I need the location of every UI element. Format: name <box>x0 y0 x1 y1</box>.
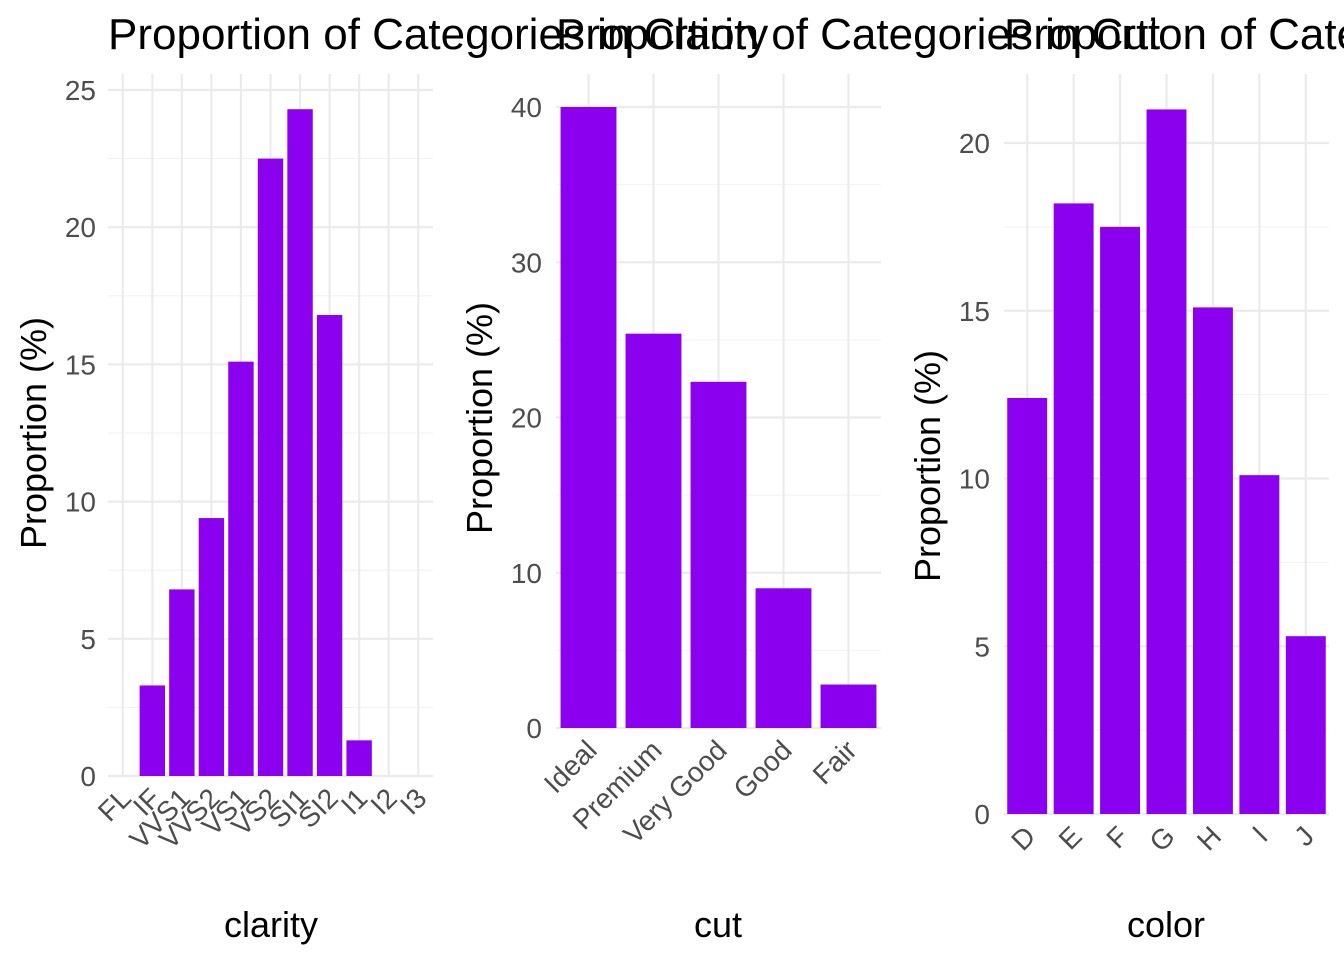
panel-0-x-axis-title: clarity <box>224 904 318 945</box>
panel-2-bars <box>1007 109 1326 814</box>
y-tick-label: 25 <box>65 75 96 106</box>
y-tick-label: 10 <box>511 558 542 589</box>
bar-premium <box>625 333 682 728</box>
panel-0-chart-title: Proportion of Categories in Clarity <box>108 10 768 59</box>
bar-vs2 <box>257 158 284 777</box>
y-tick-label: 5 <box>974 631 990 662</box>
bar-i1 <box>346 740 372 776</box>
y-tick-label: 20 <box>511 403 542 434</box>
panel-2-x-axis-title: color <box>1127 904 1205 945</box>
bar-si2 <box>316 315 343 776</box>
bar-f <box>1100 226 1141 814</box>
bar-vs1 <box>228 361 254 776</box>
y-tick-label: 5 <box>80 624 96 655</box>
bar-h <box>1192 307 1233 814</box>
bar-vvs2 <box>198 518 225 776</box>
panel-0-y-ticks: 0 5 10 15 20 25 <box>65 75 96 792</box>
panel-0-y-axis-title: Proportion (%) <box>13 317 54 549</box>
y-tick-label: 40 <box>511 92 542 123</box>
bar-fair <box>820 684 877 728</box>
bar-good <box>755 588 812 728</box>
y-tick-label: 15 <box>959 296 990 327</box>
panel-1-y-axis-title: Proportion (%) <box>459 302 500 534</box>
y-tick-label: 10 <box>65 487 96 518</box>
panel-2-y-axis-title: Proportion (%) <box>907 350 948 582</box>
bar-i <box>1239 475 1280 814</box>
bar-very-good <box>690 381 747 728</box>
y-tick-label: 20 <box>65 212 96 243</box>
y-tick-label: 0 <box>80 761 96 792</box>
panel-1-x-axis-title: cut <box>694 904 742 945</box>
bar-vvs1 <box>169 589 195 776</box>
panel-1-chart-title: Proportion of Categories in Cut <box>556 10 1160 59</box>
y-tick-label: 15 <box>65 349 96 380</box>
y-tick-label: 0 <box>526 713 542 744</box>
y-tick-label: 10 <box>959 464 990 495</box>
bar-j <box>1285 636 1326 814</box>
panel-1-y-ticks: 0 10 20 30 40 <box>511 92 542 744</box>
panel-2-y-ticks: 0 5 10 15 20 <box>959 128 990 830</box>
bar-if <box>139 685 166 776</box>
panel-0-bars <box>139 109 372 777</box>
panel-1-bars <box>560 107 877 728</box>
panel-2-chart-title: Proportion of Categories in Color <box>1004 10 1344 59</box>
bar-ideal <box>560 107 617 728</box>
bar-g <box>1146 109 1187 814</box>
y-tick-label: 30 <box>511 247 542 278</box>
bar-si1 <box>287 109 313 776</box>
y-tick-label: 0 <box>974 799 990 830</box>
bar-e <box>1053 203 1094 814</box>
y-tick-label: 20 <box>959 128 990 159</box>
bar-d <box>1007 397 1048 814</box>
